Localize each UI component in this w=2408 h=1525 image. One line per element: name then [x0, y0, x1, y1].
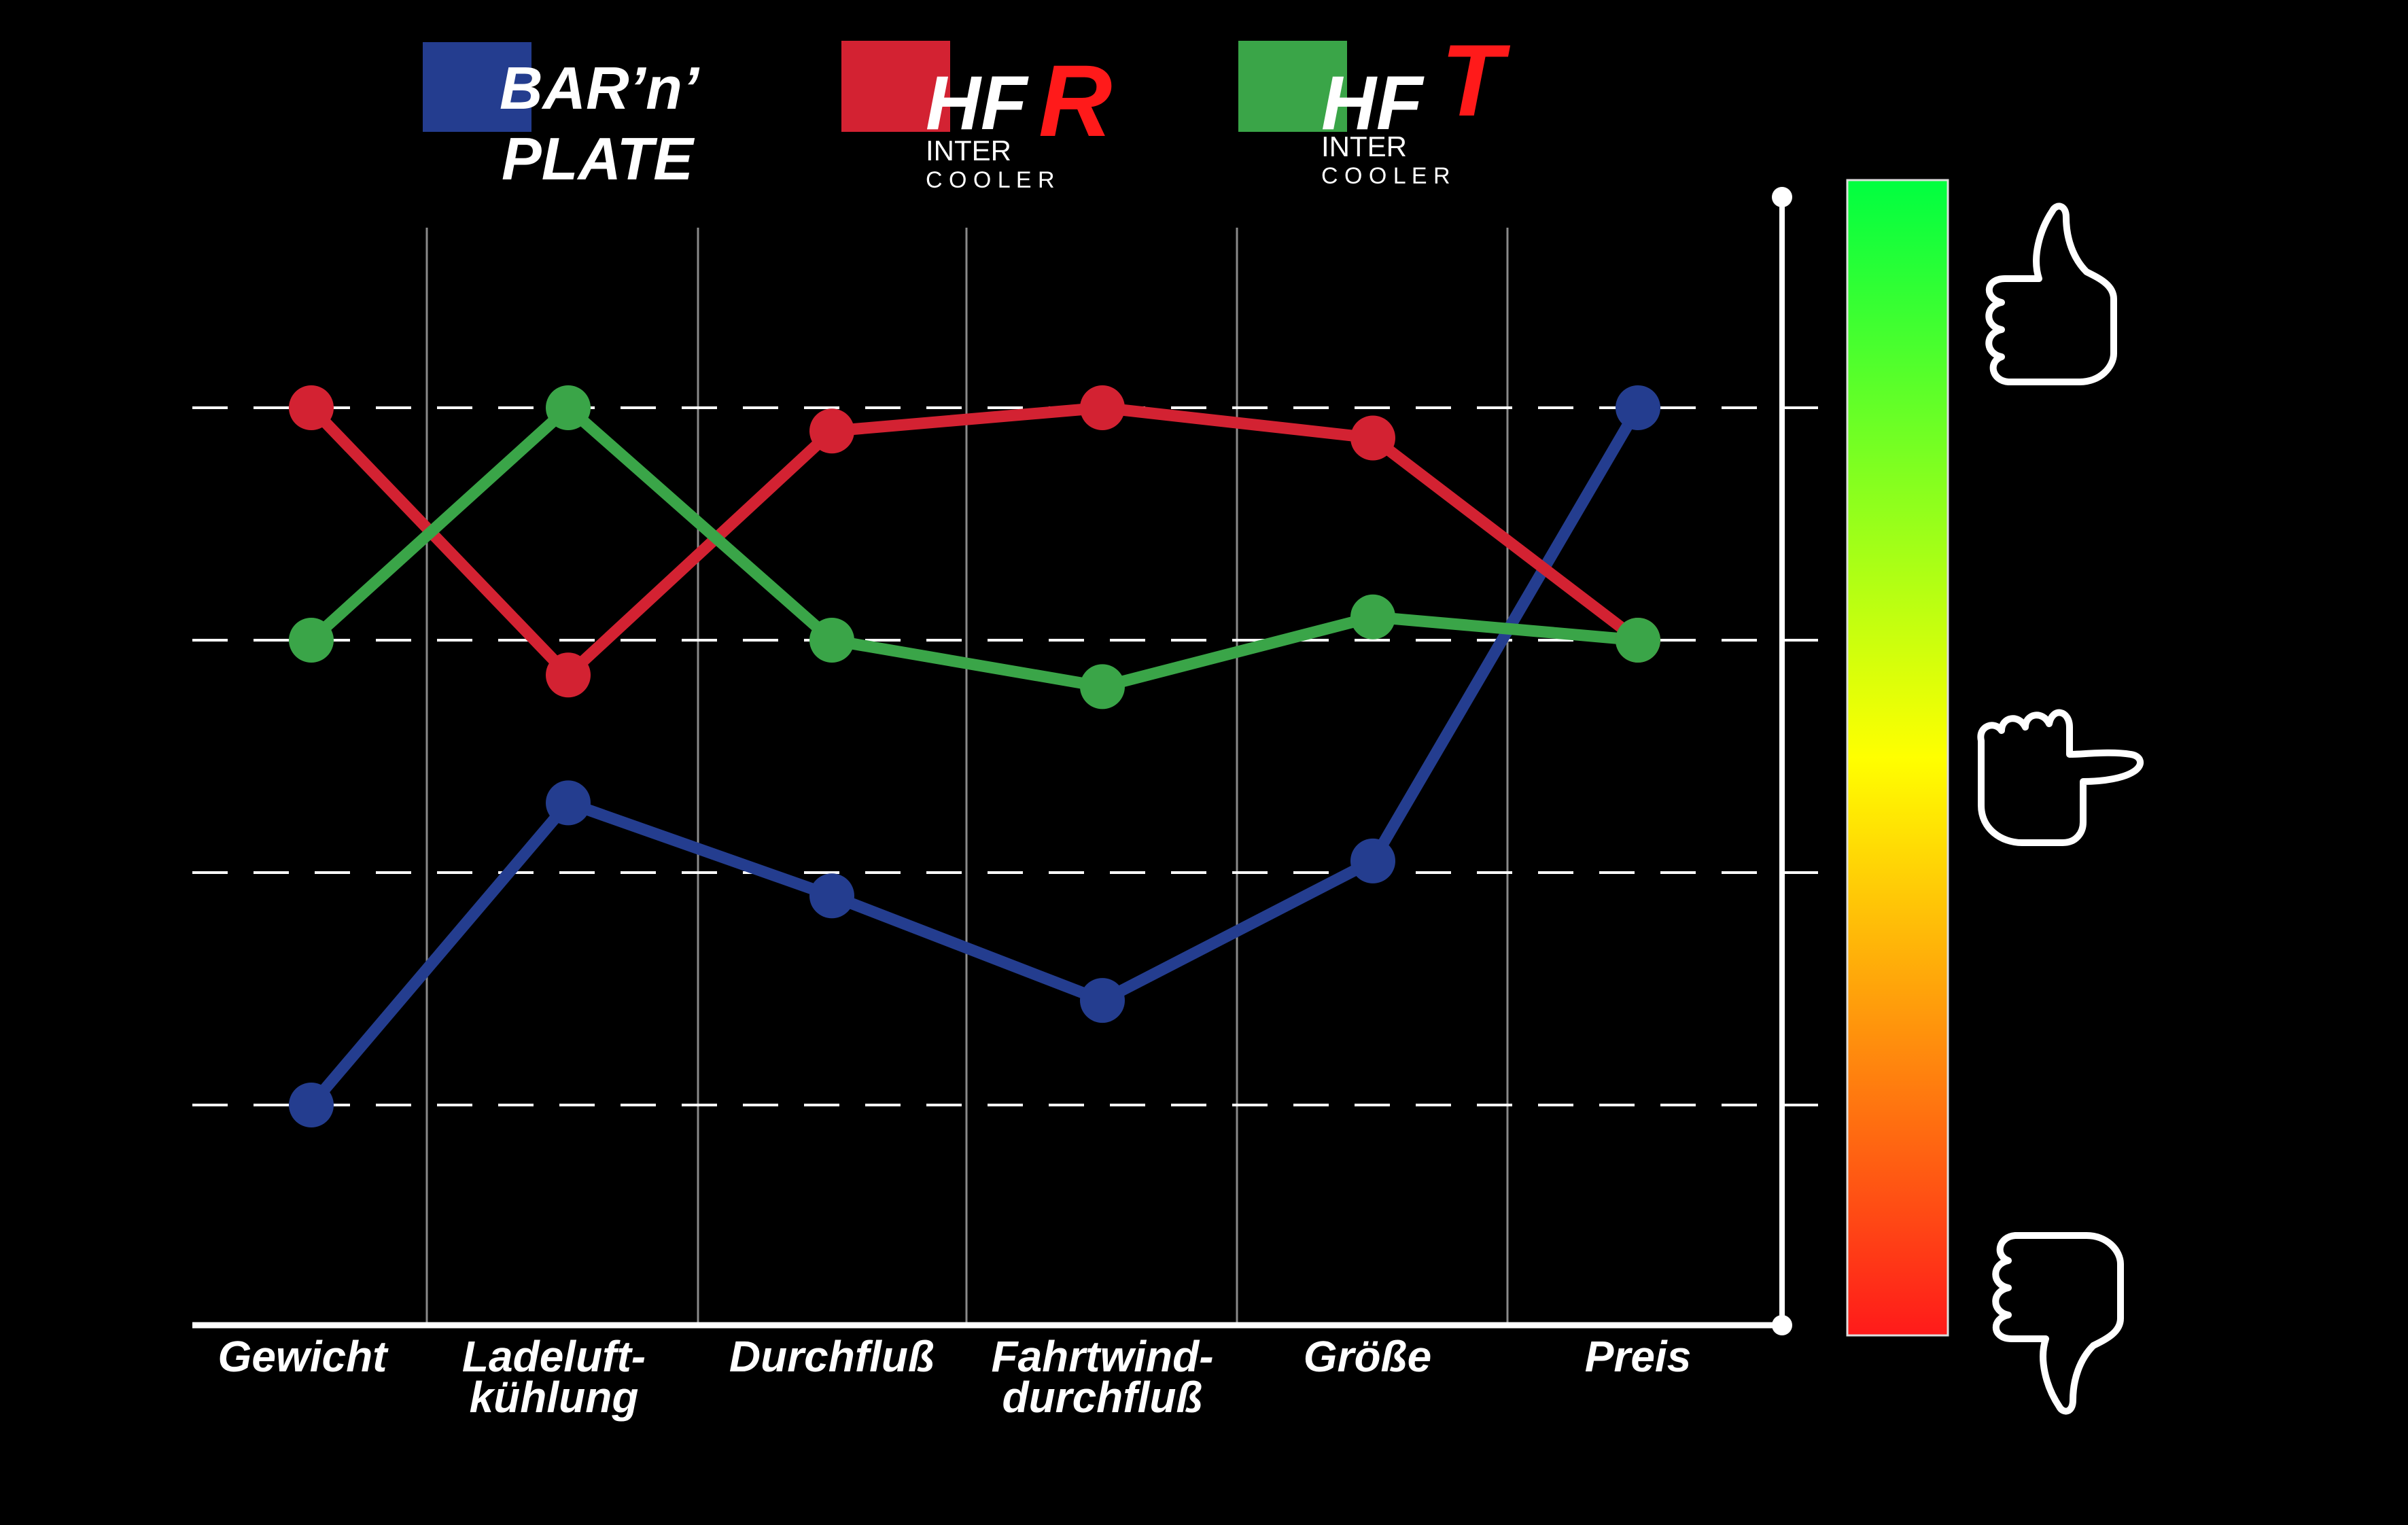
data-point-hft [1350, 594, 1395, 639]
series-line-hfr [307, 402, 1642, 681]
category-label: Fahrtwind- [991, 1332, 1213, 1381]
data-point-hft [1616, 618, 1660, 663]
category-labels: Gewicht Ladeluft-kühlung Durchfluß Fahrtwin… [218, 1332, 1692, 1422]
category-label: Durchfluß [729, 1332, 935, 1381]
legend-hft-glyph: T [1441, 23, 1511, 137]
category-label: Preis [1585, 1332, 1692, 1381]
grid [192, 228, 1821, 1325]
category-label: Ladeluft- [462, 1332, 646, 1381]
data-point-barnplate [1080, 978, 1125, 1023]
data-point-barnplate [546, 780, 591, 826]
data-point-hft [1080, 664, 1125, 709]
legend-hft: HF T INTER C O O L E R [1238, 23, 1511, 189]
rating-scale-bar [1846, 179, 1949, 1337]
legend-hfr-sub2: C O O L E R [926, 167, 1055, 193]
legend-hfr-glyph: R [1039, 43, 1112, 158]
data-point-barnplate [1616, 385, 1660, 430]
thumbs-down-icon [1992, 1232, 2124, 1415]
legend-hft-main: HF [1321, 60, 1425, 145]
thumbs-up-icon [1985, 203, 2117, 385]
legend-hfr: HF R INTER C O O L E R [841, 41, 1112, 193]
data-point-hfr [1080, 385, 1125, 430]
series-line-hft [307, 402, 1639, 693]
legend-hft-sub1: INTER [1321, 130, 1407, 162]
data-point-hft [546, 385, 591, 430]
data-point-barnplate [1350, 838, 1395, 883]
category-label: Gewicht [218, 1332, 389, 1381]
series-line-barnplate [307, 404, 1643, 1109]
series-layer [289, 385, 1660, 1127]
legend-hft-swatch [1238, 41, 1347, 132]
data-point-hfr [809, 408, 854, 454]
legend-barnplate-swatch [423, 42, 531, 132]
legend-hfr-sub1: INTER [926, 135, 1011, 166]
data-point-hfr [1350, 415, 1395, 461]
y-axis-bottom-cap [1772, 1315, 1792, 1335]
thumbs-sideways-icon [1977, 709, 2144, 846]
legend-barnplate: BAR’n’ PLATE [423, 42, 700, 192]
data-point-hfr [289, 385, 334, 430]
legend-hfr-swatch [841, 41, 950, 132]
legend-barnplate-line1: BAR’n’ [500, 54, 700, 122]
data-point-hfr [546, 652, 591, 698]
data-point-hft [289, 618, 334, 663]
data-point-hft [809, 618, 854, 663]
legend: BAR’n’ PLATE HF R INTER C O O L E R HF T… [423, 23, 1511, 193]
legend-hft-sub2: C O O L E R [1321, 163, 1450, 189]
y-axis-top-cap [1772, 187, 1792, 207]
data-point-barnplate [809, 873, 854, 919]
legend-hfr-main: HF [926, 60, 1029, 145]
data-point-barnplate [289, 1083, 334, 1127]
category-label: Größe [1304, 1332, 1431, 1381]
legend-barnplate-line2: PLATE [502, 125, 695, 192]
category-label: durchfluß [1002, 1373, 1202, 1422]
category-label: kühlung [470, 1373, 639, 1422]
